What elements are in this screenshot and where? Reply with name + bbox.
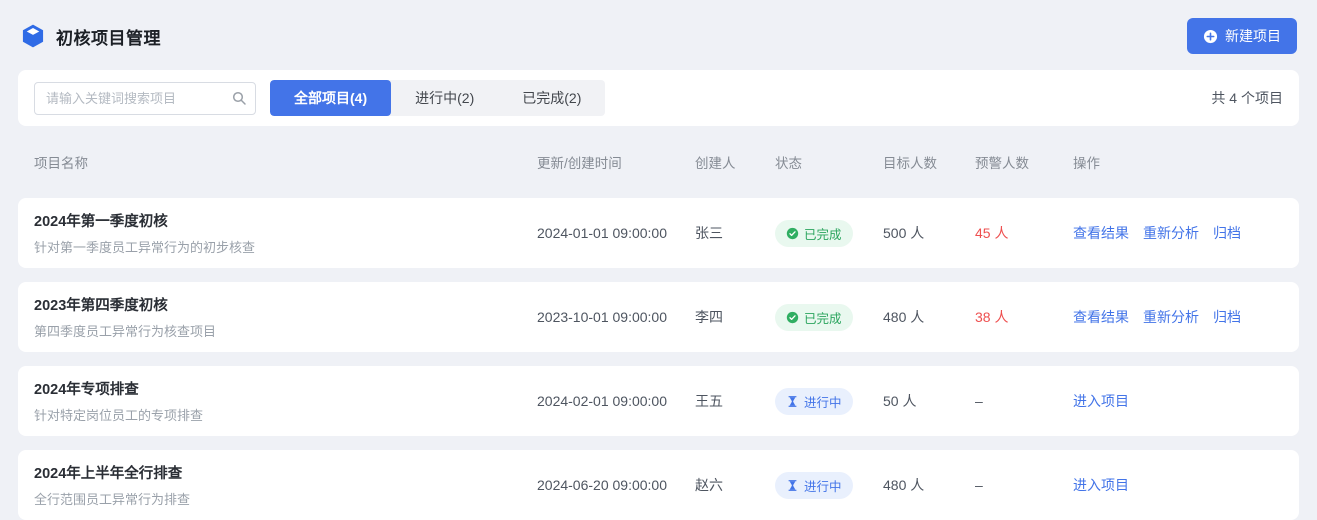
search-input[interactable] — [34, 81, 256, 115]
new-project-label: 新建项目 — [1225, 28, 1281, 44]
search-icon — [232, 91, 246, 105]
project-description: 第四季度员工异常行为核查项目 — [34, 324, 217, 339]
reanalyze-link[interactable]: 重新分析 — [1143, 225, 1199, 241]
status-badge: 已完成 — [775, 303, 853, 331]
status-label: 已完成 — [804, 311, 842, 326]
page-header: 初核项目管理 新建项目 — [20, 18, 1297, 54]
target-count: 500 人 — [883, 225, 925, 241]
status-cell: 进行中 — [775, 387, 875, 415]
project-filter-tabs: 全部项目(4) 进行中(2) 已完成(2) — [270, 80, 606, 116]
cube-logo-icon — [22, 24, 44, 48]
status-badge: 进行中 — [775, 387, 853, 415]
project-description: 针对特定岗位员工的专项排查 — [34, 408, 204, 423]
tab-all-projects[interactable]: 全部项目(4) — [270, 80, 392, 116]
col-warning-count: 预警人数 — [975, 156, 1029, 171]
warning-count: 38 人 — [975, 309, 1009, 325]
view-results-link[interactable]: 查看结果 — [1073, 225, 1129, 241]
target-count: 480 人 — [883, 309, 925, 325]
view-results-link[interactable]: 查看结果 — [1073, 309, 1129, 325]
update-time: 2024-02-01 09:00:00 — [537, 393, 667, 409]
warning-count: – — [975, 477, 983, 493]
col-status: 状态 — [775, 156, 802, 171]
check-circle-icon — [786, 311, 799, 323]
actions-cell: 查看结果 重新分析 归档 — [1073, 223, 1283, 243]
tab-completed[interactable]: 已完成(2) — [522, 90, 582, 106]
project-title: 2024年专项排查 — [34, 382, 139, 398]
status-label: 已完成 — [804, 227, 842, 242]
project-title: 2024年第一季度初核 — [34, 214, 168, 230]
table-row: 2024年第一季度初核 针对第一季度员工异常行为的初步核查 2024-01-01… — [18, 198, 1299, 268]
project-name-cell: 2024年专项排查 针对特定岗位员工的专项排查 — [34, 378, 529, 424]
creator: 赵六 — [695, 477, 723, 493]
status-label: 进行中 — [804, 395, 842, 410]
archive-link[interactable]: 归档 — [1213, 225, 1241, 241]
col-creator: 创建人 — [695, 156, 736, 171]
status-badge: 进行中 — [775, 471, 853, 499]
project-name-cell: 2024年第一季度初核 针对第一季度员工异常行为的初步核查 — [34, 210, 529, 256]
page-title: 初核项目管理 — [56, 28, 161, 48]
table-row: 2023年第四季度初核 第四季度员工异常行为核查项目 2023-10-01 09… — [18, 282, 1299, 352]
search-box — [34, 81, 256, 115]
reanalyze-link[interactable]: 重新分析 — [1143, 309, 1199, 325]
tab-in-progress[interactable]: 进行中(2) — [415, 90, 475, 106]
project-title: 2024年上半年全行排查 — [34, 466, 183, 482]
update-time: 2024-06-20 09:00:00 — [537, 477, 667, 493]
actions-cell: 查看结果 重新分析 归档 — [1073, 307, 1283, 327]
project-name-cell: 2024年上半年全行排查 全行范围员工异常行为排查 — [34, 462, 529, 508]
col-actions: 操作 — [1073, 156, 1100, 171]
creator: 李四 — [695, 309, 723, 325]
update-time: 2024-01-01 09:00:00 — [537, 225, 667, 241]
table-header: 项目名称 更新/创建时间 创建人 状态 目标人数 预警人数 操作 — [18, 140, 1299, 184]
project-title: 2023年第四季度初核 — [34, 298, 168, 314]
table-row: 2024年专项排查 针对特定岗位员工的专项排查 2024-02-01 09:00… — [18, 366, 1299, 436]
warning-count: 45 人 — [975, 225, 1009, 241]
check-circle-icon — [786, 227, 799, 239]
status-badge: 已完成 — [775, 219, 853, 247]
warning-count: – — [975, 393, 983, 409]
plus-circle-icon — [1203, 29, 1218, 43]
enter-project-link[interactable]: 进入项目 — [1073, 393, 1129, 409]
actions-cell: 进入项目 — [1073, 391, 1283, 411]
table-row: 2024年上半年全行排查 全行范围员工异常行为排查 2024-06-20 09:… — [18, 450, 1299, 520]
hourglass-icon — [788, 395, 797, 407]
actions-cell: 进入项目 — [1073, 475, 1283, 495]
project-description: 针对第一季度员工异常行为的初步核查 — [34, 240, 256, 255]
col-update-time: 更新/创建时间 — [537, 156, 622, 171]
status-cell: 进行中 — [775, 471, 875, 499]
creator: 张三 — [695, 225, 723, 241]
col-project-name: 项目名称 — [34, 156, 88, 171]
status-label: 进行中 — [804, 479, 842, 494]
target-count: 50 人 — [883, 393, 917, 409]
toolbar: 全部项目(4) 进行中(2) 已完成(2) 共 4 个项目 — [18, 70, 1299, 126]
col-target-count: 目标人数 — [883, 156, 937, 171]
status-cell: 已完成 — [775, 303, 875, 331]
status-cell: 已完成 — [775, 219, 875, 247]
enter-project-link[interactable]: 进入项目 — [1073, 477, 1129, 493]
new-project-button[interactable]: 新建项目 — [1187, 18, 1297, 54]
total-count: 共 4 个项目 — [1211, 90, 1283, 106]
project-description: 全行范围员工异常行为排查 — [34, 492, 191, 507]
target-count: 480 人 — [883, 477, 925, 493]
hourglass-icon — [788, 479, 797, 491]
project-name-cell: 2023年第四季度初核 第四季度员工异常行为核查项目 — [34, 294, 529, 340]
archive-link[interactable]: 归档 — [1213, 309, 1241, 325]
update-time: 2023-10-01 09:00:00 — [537, 309, 667, 325]
creator: 王五 — [695, 393, 723, 409]
